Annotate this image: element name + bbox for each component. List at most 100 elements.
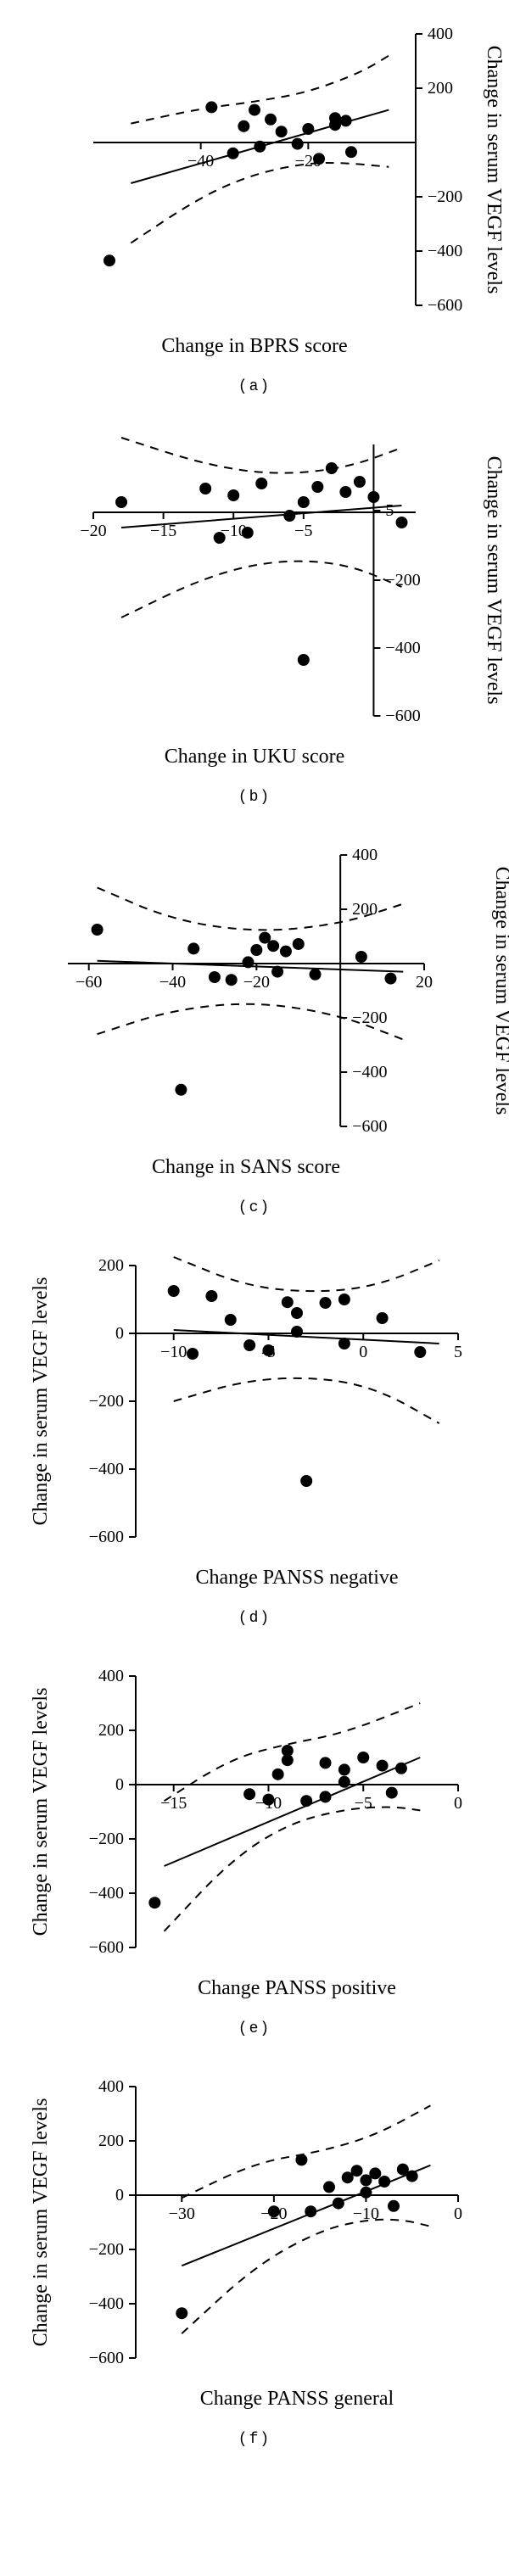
panel-caption: (a): [0, 378, 509, 395]
panel-caption: (c): [0, 1199, 509, 1216]
data-point: [262, 1344, 274, 1356]
data-point: [298, 654, 310, 666]
y-tick-label: −400: [352, 1063, 387, 1081]
data-point: [205, 1290, 217, 1302]
data-point: [386, 1787, 398, 1799]
data-point: [243, 1339, 255, 1351]
y-tick-label: −200: [385, 571, 420, 590]
ci-upper-curve: [174, 1257, 439, 1291]
regression-line: [182, 2165, 430, 2266]
data-point: [310, 969, 322, 981]
y-tick-label: −600: [89, 2349, 124, 2367]
y-tick-label: −200: [89, 2240, 124, 2259]
scatter-panel-c: −60−40−2020400200−200−400−600Change in S…: [0, 821, 509, 1216]
scatter-plot: −30−20−1004002000−200−400−600Change PANS…: [0, 2053, 509, 2426]
data-point: [265, 114, 277, 126]
ci-lower-curve: [121, 562, 401, 617]
data-point: [367, 491, 379, 503]
x-tick-label: −20: [80, 522, 106, 540]
data-point: [272, 1769, 284, 1780]
data-point: [225, 1314, 237, 1326]
x-axis-label: Change PANSS general: [200, 2388, 394, 2410]
data-point: [282, 1296, 294, 1308]
y-tick-label: −600: [352, 1117, 387, 1136]
data-point: [243, 1788, 255, 1800]
scatter-plot: −15−10−504002000−200−400−600Change PANSS…: [0, 1642, 509, 2015]
data-point: [205, 101, 217, 113]
x-axis-label: Change PANSS positive: [198, 1977, 396, 1999]
data-point: [242, 956, 254, 968]
x-tick-label: 0: [359, 1343, 367, 1361]
data-point: [293, 938, 305, 950]
data-point: [295, 2154, 307, 2165]
data-point: [302, 123, 314, 135]
data-point: [313, 153, 325, 165]
data-point: [340, 115, 352, 126]
data-point: [92, 924, 103, 936]
y-tick-label: 200: [98, 2132, 124, 2150]
data-point: [395, 1763, 407, 1774]
data-point: [320, 1757, 332, 1769]
ci-lower-curve: [131, 163, 389, 243]
data-point: [357, 1752, 369, 1763]
x-axis-label: Change in UKU score: [165, 746, 345, 768]
x-tick-label: −5: [355, 1794, 372, 1813]
data-point: [305, 2205, 316, 2217]
data-point: [115, 496, 127, 508]
data-point: [209, 971, 221, 983]
data-point: [326, 462, 338, 474]
y-tick-label: 0: [115, 2186, 124, 2204]
data-point: [354, 476, 366, 488]
data-point: [323, 2181, 335, 2193]
data-point: [176, 2307, 187, 2319]
y-axis-label: Change in serum VEGF levels: [30, 1277, 52, 1526]
data-point: [187, 942, 199, 954]
panel-caption: (f): [0, 2431, 509, 2448]
data-point: [339, 486, 351, 498]
y-tick-label: −200: [352, 1009, 387, 1027]
data-point: [333, 2198, 344, 2210]
y-tick-label: −200: [428, 187, 462, 206]
scatter-panel-e: −15−10−504002000−200−400−600Change PANSS…: [0, 1642, 509, 2037]
data-point: [187, 1348, 199, 1360]
data-point: [280, 946, 292, 958]
scatter-plot: −60−40−2020400200−200−400−600Change in S…: [0, 821, 509, 1194]
y-tick-label: −600: [385, 707, 420, 725]
x-axis-label: Change in SANS score: [152, 1156, 340, 1178]
x-tick-label: 20: [416, 973, 433, 992]
data-point: [384, 973, 396, 985]
data-point: [360, 2187, 372, 2199]
x-axis-label: Change in BPRS score: [161, 335, 347, 357]
y-axis-label: Change in serum VEGF levels: [30, 1688, 52, 1936]
data-point: [329, 119, 341, 131]
x-tick-label: 5: [454, 1343, 462, 1361]
y-axis-label: Change in serum VEGF levels: [491, 867, 509, 1115]
panel-caption: (d): [0, 1610, 509, 1627]
figure-root: −40−20400200−200−400−600Change in BPRS s…: [0, 0, 509, 2448]
ci-lower-curve: [165, 1808, 421, 1931]
data-point: [291, 1326, 303, 1338]
data-point: [250, 944, 262, 956]
y-tick-label: 400: [352, 846, 378, 864]
data-point: [338, 1763, 350, 1775]
y-tick-label: 200: [98, 1256, 124, 1275]
x-tick-label: −40: [159, 973, 186, 992]
data-point: [395, 517, 407, 528]
x-tick-label: 0: [454, 2204, 462, 2223]
data-point: [378, 2176, 390, 2188]
y-tick-label: −400: [89, 1460, 124, 1478]
y-tick-label: −600: [89, 1528, 124, 1546]
scatter-plot: −10-5052000−200−400−600Change PANSS nega…: [0, 1232, 509, 1605]
data-point: [254, 141, 266, 153]
x-tick-label: 0: [454, 1794, 462, 1813]
y-tick-label: 400: [428, 25, 453, 43]
data-point: [214, 532, 226, 544]
data-point: [300, 1795, 312, 1807]
data-point: [320, 1297, 332, 1309]
data-point: [271, 966, 283, 978]
x-axis-label: Change PANSS negative: [195, 1567, 398, 1589]
x-tick-label: −5: [294, 522, 312, 540]
data-point: [242, 527, 254, 539]
ci-upper-curve: [131, 56, 389, 124]
scatter-plot: −20−15−10−55−200−400−600Change in UKU sc…: [0, 411, 509, 784]
